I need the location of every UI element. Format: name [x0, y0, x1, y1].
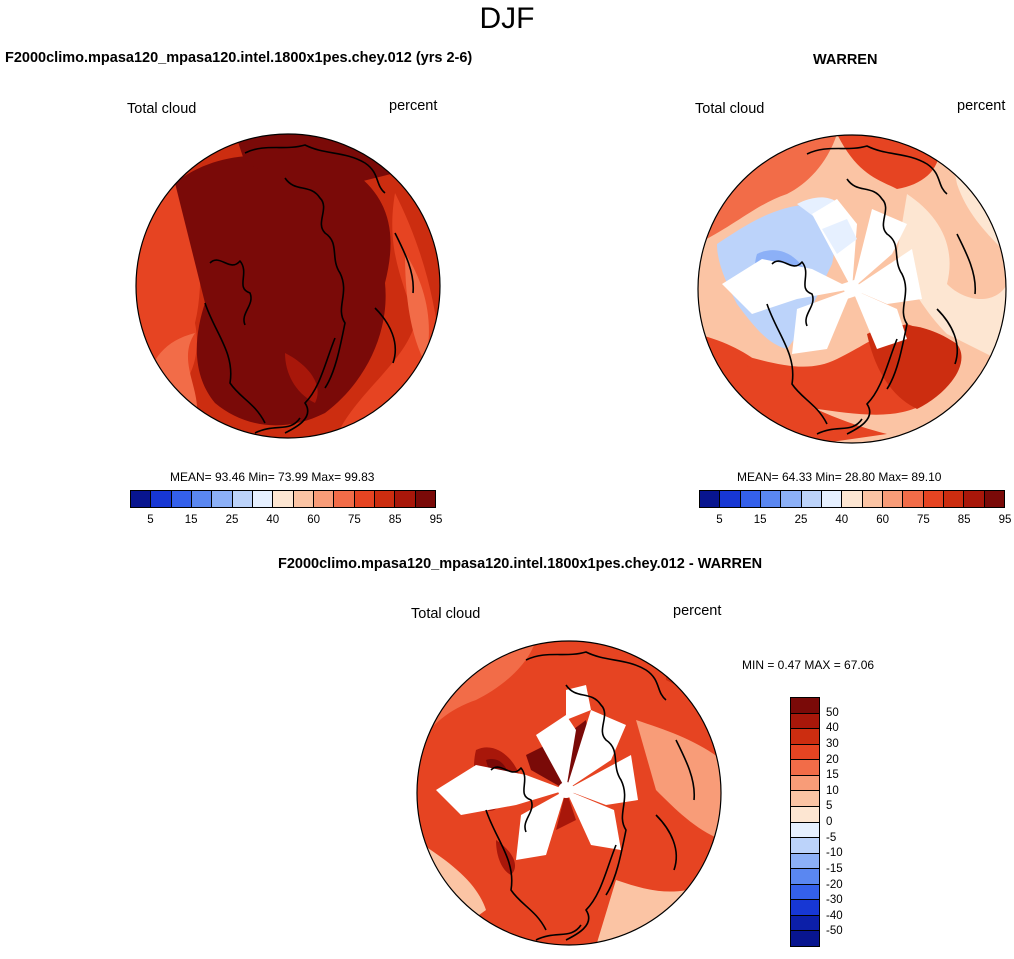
colorbar-segment [791, 838, 819, 854]
colorbar-segment [791, 884, 819, 901]
colorbar-segment [791, 713, 819, 730]
colorbar-tick-label: 20 [826, 753, 839, 766]
colorbar-segment [842, 491, 863, 507]
colorbar-segment [252, 491, 274, 507]
colorbar-segment [984, 491, 1004, 507]
colorbar-segment [212, 491, 233, 507]
colorbar-segment [791, 698, 819, 714]
panel1-polar-map [135, 133, 441, 439]
colorbar-segment [791, 915, 819, 932]
colorbar-segment [720, 491, 741, 507]
colorbar-segment [791, 760, 819, 776]
colorbar-tick-label: 75 [916, 514, 930, 526]
colorbar-segment [700, 491, 721, 507]
colorbar-tick-label: 40 [835, 514, 849, 526]
colorbar-segment [415, 491, 435, 507]
colorbar-segment [923, 491, 944, 507]
panel1-colorbar [130, 490, 436, 508]
colorbar-tick-label: 30 [826, 737, 839, 750]
colorbar-tick-label: 5 [716, 514, 723, 526]
colorbar-tick-label: 60 [307, 514, 320, 526]
panel3-colorbar [790, 697, 820, 947]
colorbar-segment [791, 806, 819, 823]
colorbar-segment [791, 869, 819, 885]
colorbar-segment [151, 491, 172, 507]
colorbar-tick-label: -40 [826, 909, 843, 922]
panel1-title: F2000climo.mpasa120_mpasa120.intel.1800x… [5, 50, 473, 66]
panel3-polar-map [416, 640, 722, 946]
colorbar-tick-label: -5 [826, 831, 837, 844]
colorbar-tick-label: 40 [266, 514, 280, 526]
colorbar-tick-label: 0 [826, 816, 833, 828]
colorbar-segment [395, 491, 416, 507]
colorbar-segment [760, 491, 782, 507]
season-title: DJF [479, 2, 535, 35]
colorbar-segment [801, 491, 822, 507]
panel2-colorbar [699, 490, 1005, 508]
colorbar-segment [313, 491, 335, 507]
colorbar-tick-label: -15 [826, 862, 843, 875]
panel2-stats: MEAN= 64.33 Min= 28.80 Max= 89.10 [737, 470, 942, 484]
colorbar-segment [882, 491, 904, 507]
colorbar-segment [821, 491, 843, 507]
colorbar-tick-label: 5 [826, 800, 833, 813]
colorbar-segment [191, 491, 213, 507]
colorbar-segment [273, 491, 294, 507]
colorbar-tick-label: 15 [753, 514, 767, 526]
diff-panel-title: F2000climo.mpasa120_mpasa120.intel.1800x… [278, 556, 763, 572]
panel2-units-label: percent [957, 98, 1006, 114]
colorbar-segment [781, 491, 802, 507]
panel3-stats: MIN = 0.47 MAX = 67.06 [742, 658, 875, 672]
colorbar-tick-label: 15 [184, 514, 198, 526]
colorbar-segment [791, 775, 819, 792]
colorbar-segment [862, 491, 883, 507]
panel2-polar-map [697, 134, 1007, 444]
colorbar-segment [334, 491, 355, 507]
colorbar-segment [293, 491, 314, 507]
colorbar-tick-label: 40 [826, 722, 839, 735]
colorbar-tick-label: -20 [826, 878, 843, 891]
colorbar-tick-label: 25 [225, 514, 239, 526]
colorbar-segment [354, 491, 375, 507]
colorbar-segment [791, 791, 819, 807]
colorbar-segment [791, 744, 819, 761]
panel1-variable-label: Total cloud [127, 101, 197, 117]
colorbar-segment [943, 491, 965, 507]
colorbar-segment [740, 491, 761, 507]
colorbar-tick-label: 5 [147, 514, 154, 526]
colorbar-segment [791, 853, 819, 870]
colorbar-segment [964, 491, 985, 507]
colorbar-tick-label: -30 [826, 894, 843, 907]
colorbar-segment [171, 491, 192, 507]
colorbar-tick-label: 85 [957, 514, 971, 526]
panel3-variable-label: Total cloud [411, 606, 481, 622]
colorbar-tick-label: 25 [794, 514, 808, 526]
colorbar-segment [374, 491, 396, 507]
panel1-stats: MEAN= 93.46 Min= 73.99 Max= 99.83 [170, 470, 375, 484]
panel2-title: WARREN [813, 52, 878, 68]
colorbar-segment [791, 729, 819, 745]
colorbar-segment [791, 900, 819, 916]
colorbar-tick-label: 95 [998, 514, 1012, 526]
colorbar-tick-label: 60 [876, 514, 889, 526]
colorbar-segment [791, 931, 819, 946]
colorbar-tick-label: 95 [429, 514, 443, 526]
colorbar-segment [791, 822, 819, 839]
colorbar-segment [232, 491, 253, 507]
panel3-units-label: percent [673, 603, 722, 619]
colorbar-tick-label: 85 [388, 514, 402, 526]
colorbar-segment [131, 491, 152, 507]
colorbar-tick-label: 50 [826, 706, 839, 719]
colorbar-tick-label: -50 [826, 925, 843, 938]
colorbar-tick-label: 10 [826, 784, 839, 797]
colorbar-tick-label: 15 [826, 769, 839, 782]
colorbar-tick-label: -10 [826, 847, 843, 860]
colorbar-tick-label: 75 [347, 514, 361, 526]
panel2-variable-label: Total cloud [695, 101, 765, 117]
panel1-units-label: percent [389, 98, 438, 114]
colorbar-segment [903, 491, 924, 507]
